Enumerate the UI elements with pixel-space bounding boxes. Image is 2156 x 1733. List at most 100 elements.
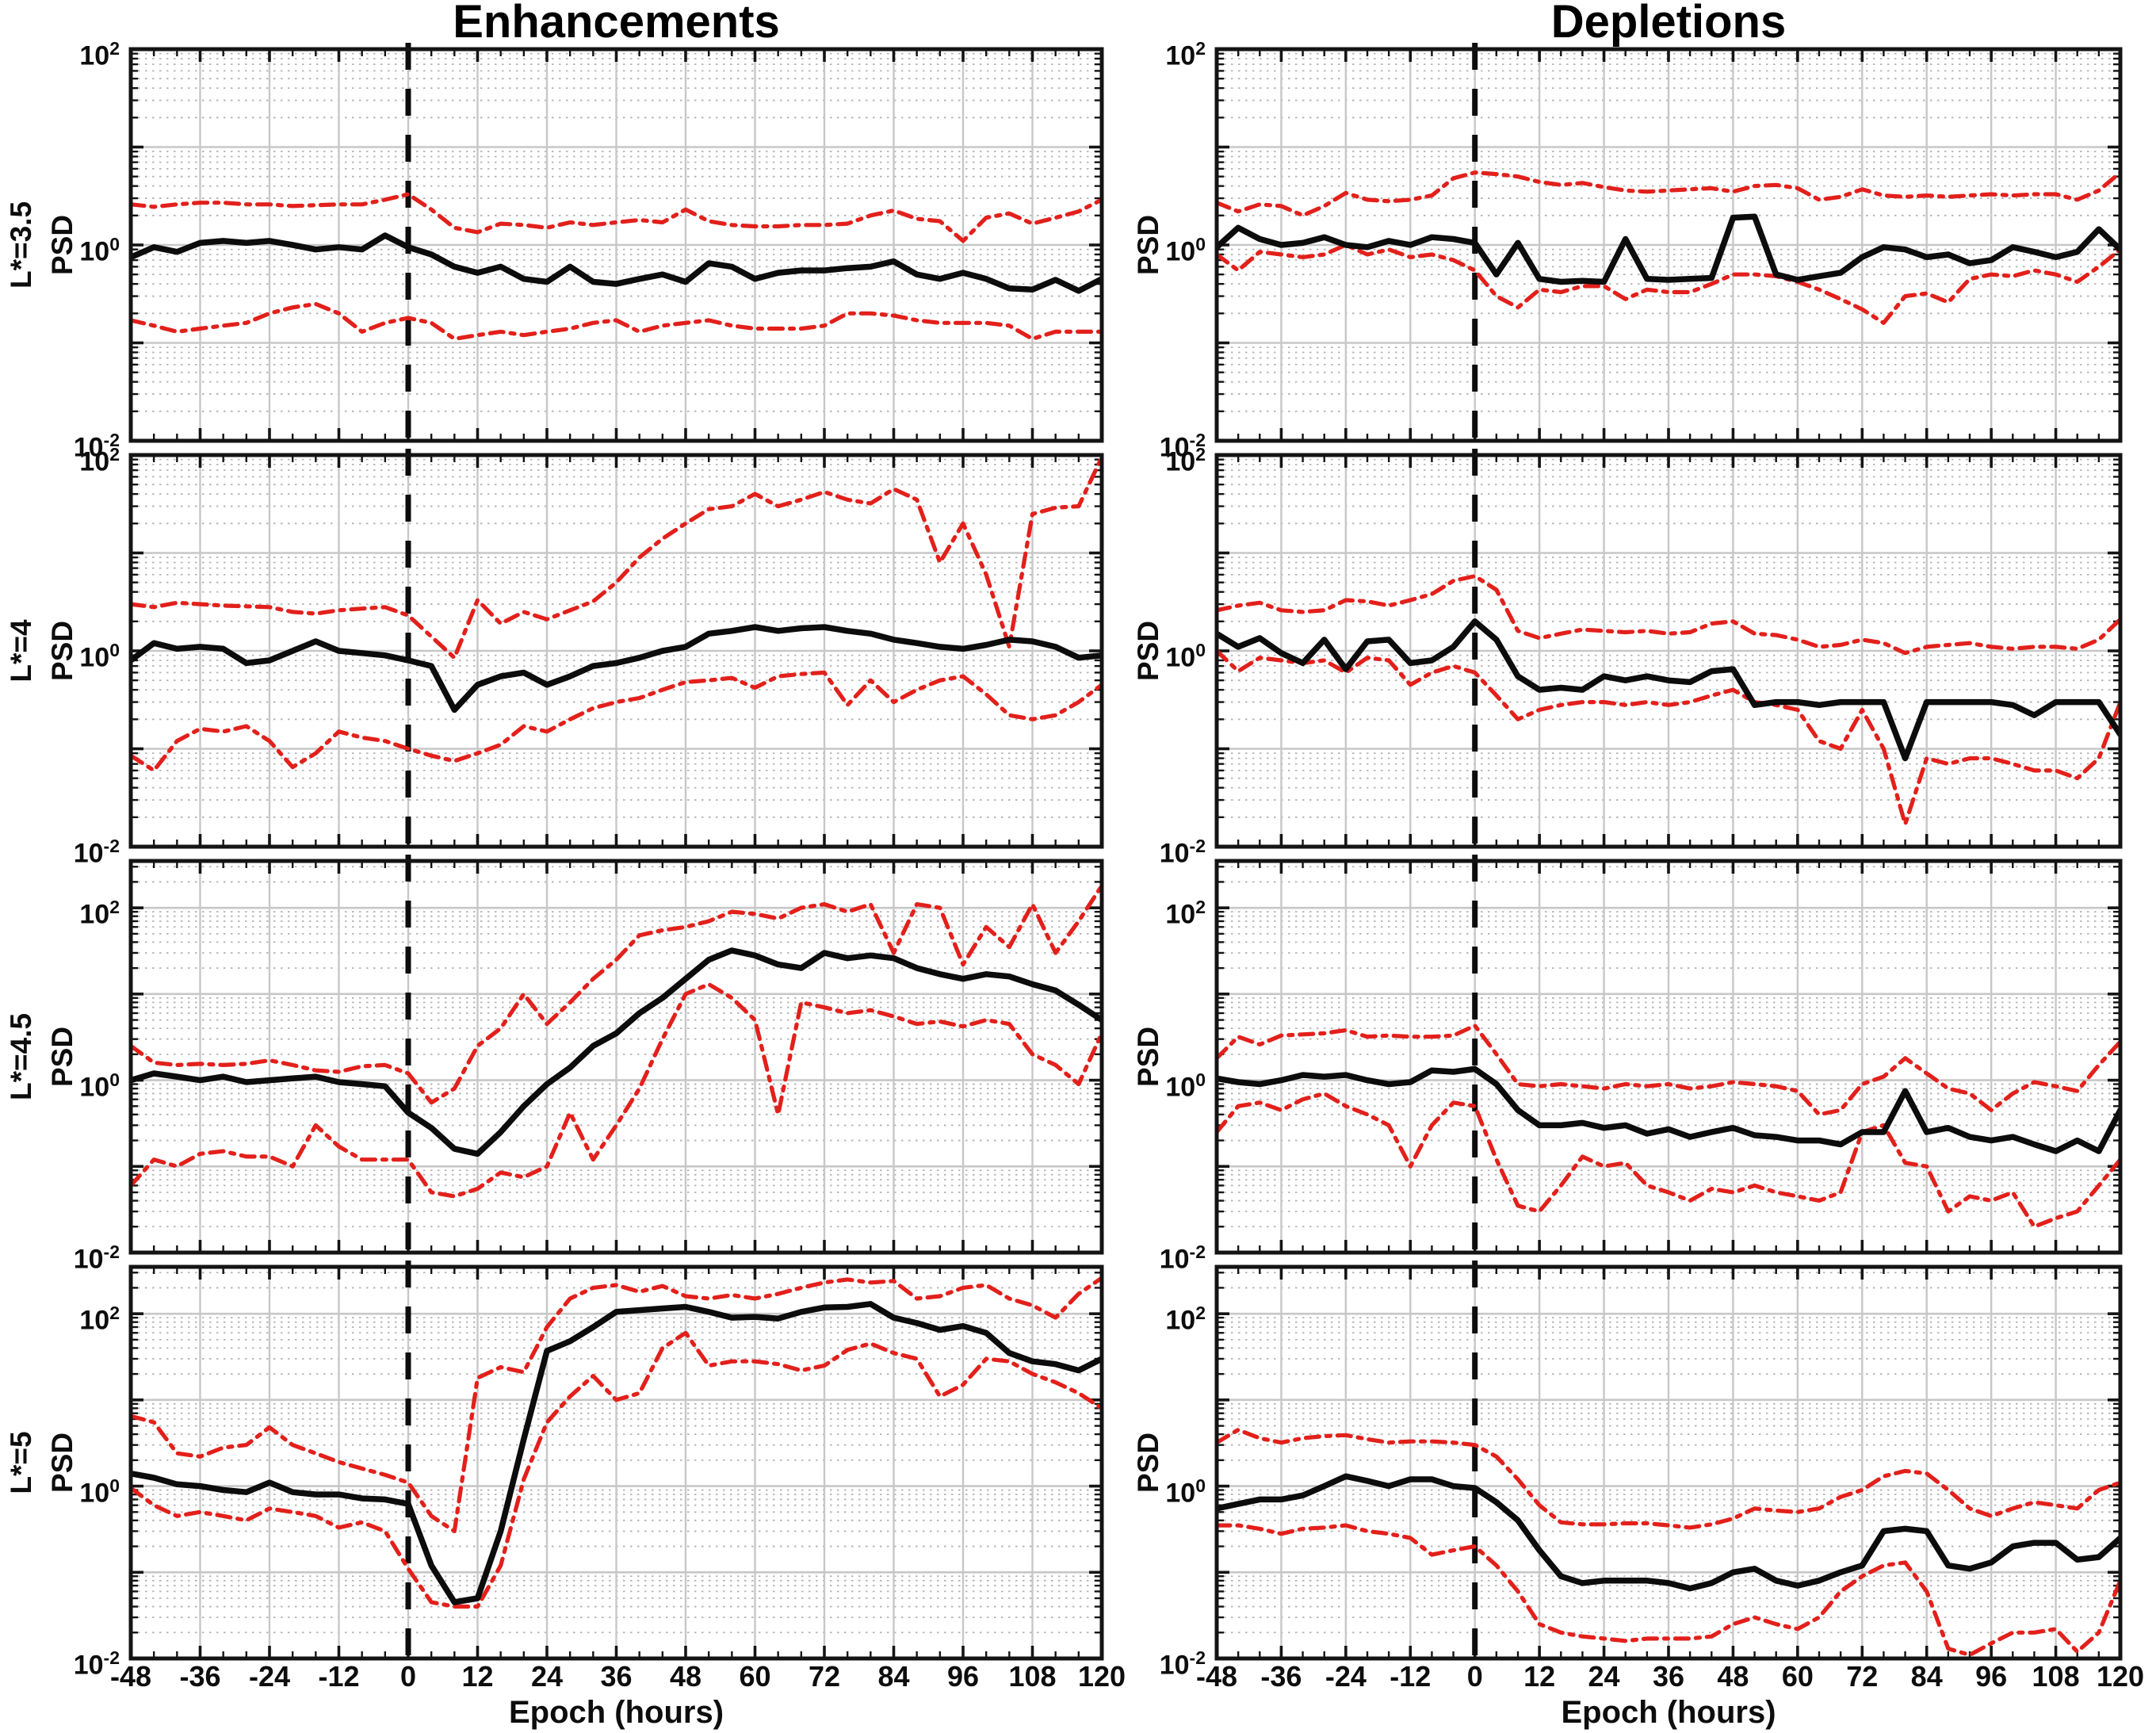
subplot-enhancements-L*=4 <box>128 449 1104 853</box>
x-tick-label: 48 <box>1717 1660 1749 1693</box>
row-label: L*=4.5 <box>5 1012 37 1101</box>
x-tick-label: 120 <box>2096 1660 2145 1693</box>
plot-border <box>128 453 1104 849</box>
column-title-enhancements: Enhancements <box>453 0 780 48</box>
median-line <box>131 947 1102 1157</box>
x-tick-label: 84 <box>877 1660 910 1693</box>
x-tick-label: 12 <box>461 1660 494 1693</box>
x-tick-label: -36 <box>179 1660 221 1693</box>
y-tick-label: 100 <box>79 234 120 267</box>
y-tick-label: 102 <box>79 444 120 477</box>
y-axis-label-psd: PSD <box>1132 1432 1164 1494</box>
y-tick-label: 100 <box>1165 1475 1206 1508</box>
x-tick-label: -48 <box>109 1660 152 1693</box>
subplot-enhancements-L*=4.5 <box>128 855 1104 1259</box>
lower-percentile-line <box>1217 243 2120 325</box>
x-tick-label: -24 <box>1325 1660 1367 1693</box>
y-tick-label: 100 <box>79 640 120 673</box>
x-tick-label: 48 <box>669 1660 702 1693</box>
upper-percentile-line <box>1217 574 2120 656</box>
x-tick-label: 96 <box>1975 1660 2008 1693</box>
y-tick-label: 102 <box>79 1303 120 1336</box>
median-line <box>1217 1473 2120 1592</box>
upper-percentile-line <box>131 1276 1102 1533</box>
x-tick-label: 120 <box>1077 1660 1126 1693</box>
y-axis-label-psd: PSD <box>46 620 78 682</box>
plot-border <box>1214 47 2123 443</box>
upper-percentile-line <box>131 883 1102 1105</box>
row-label: L*=4 <box>5 619 37 683</box>
y-tick-label: 100 <box>1165 234 1206 267</box>
y-tick-label: 10-2 <box>73 1647 120 1681</box>
x-tick-label: -12 <box>318 1660 360 1693</box>
y-tick-label: 100 <box>1165 640 1206 673</box>
y-tick-label: 100 <box>79 1069 120 1102</box>
y-axis-label-psd: PSD <box>1132 1026 1164 1088</box>
x-tick-label: 108 <box>2032 1660 2080 1693</box>
x-tick-label: 108 <box>1008 1660 1057 1693</box>
x-tick-label: 0 <box>1466 1660 1483 1693</box>
upper-percentile-line <box>131 192 1102 243</box>
median-line <box>1217 1065 2120 1154</box>
upper-percentile-line <box>1217 170 2120 218</box>
x-tick-label: 84 <box>1910 1660 1943 1693</box>
subplot-depletions-L*=5 <box>1214 1261 2123 1665</box>
x-tick-label: 0 <box>399 1660 417 1693</box>
y-tick-label: 10-2 <box>73 836 120 869</box>
median-line <box>131 1301 1102 1605</box>
plot-border <box>128 47 1104 443</box>
y-tick-label: 100 <box>1165 1069 1206 1102</box>
y-tick-label: 102 <box>79 38 120 71</box>
upper-percentile-line <box>131 455 1102 660</box>
x-tick-label: 60 <box>739 1660 771 1693</box>
plot-border <box>1214 1264 2123 1661</box>
median-line <box>1217 618 2120 762</box>
lower-percentile-line <box>131 301 1102 341</box>
x-axis-label-depletions: Epoch (hours) <box>1561 1695 1776 1730</box>
row-label: L*=3.5 <box>5 201 37 289</box>
column-title-depletions: Depletions <box>1550 0 1787 48</box>
lower-percentile-line <box>131 981 1102 1199</box>
grid <box>1217 1267 2120 1658</box>
x-tick-label: -24 <box>248 1660 291 1693</box>
x-tick-label: 36 <box>600 1660 633 1693</box>
y-tick-label: 10-2 <box>1159 836 1206 869</box>
x-tick-label: -36 <box>1260 1660 1302 1693</box>
y-tick-label: 100 <box>79 1475 120 1508</box>
x-tick-label: 60 <box>1781 1660 1814 1693</box>
subplot-depletions-L*=4 <box>1214 449 2123 853</box>
plot-border <box>128 1264 1104 1661</box>
plot-border <box>1214 859 2123 1255</box>
plot-border <box>128 859 1104 1255</box>
subplot-depletions-L*=4.5 <box>1214 855 2123 1259</box>
y-axis-label-psd: PSD <box>1132 620 1164 682</box>
y-tick-label: 102 <box>79 897 120 930</box>
y-axis-label-psd: PSD <box>46 1432 78 1494</box>
x-tick-label: 12 <box>1523 1660 1556 1693</box>
median-line <box>1217 213 2120 285</box>
lower-percentile-line <box>1217 1523 2120 1658</box>
y-axis-label-psd: PSD <box>46 1026 78 1088</box>
lower-percentile-line <box>131 1330 1102 1609</box>
x-axis-label-enhancements: Epoch (hours) <box>508 1695 724 1730</box>
y-axis-label-psd: PSD <box>46 214 78 276</box>
lower-percentile-line <box>1217 648 2120 827</box>
subplot-enhancements-L*=3.5 <box>128 43 1104 447</box>
lower-percentile-line <box>131 670 1102 773</box>
x-tick-label: 36 <box>1652 1660 1685 1693</box>
y-tick-label: 10-2 <box>73 1241 120 1275</box>
y-tick-label: 102 <box>1165 38 1206 71</box>
upper-percentile-line <box>1217 1023 2120 1117</box>
y-tick-label: 10-2 <box>73 430 120 463</box>
y-tick-label: 102 <box>1165 1303 1206 1336</box>
x-tick-label: 24 <box>1588 1660 1620 1693</box>
subplot-enhancements-L*=5 <box>128 1261 1104 1665</box>
y-axis-label-psd: PSD <box>1132 214 1164 276</box>
y-tick-label: 102 <box>1165 897 1206 930</box>
median-line <box>131 624 1102 713</box>
upper-percentile-line <box>1217 1428 2120 1530</box>
y-tick-label: 10-2 <box>1159 1241 1206 1275</box>
x-tick-label: 72 <box>808 1660 841 1693</box>
y-tick-label: 10-2 <box>1159 1647 1206 1681</box>
y-tick-label: 10-2 <box>1159 430 1206 463</box>
